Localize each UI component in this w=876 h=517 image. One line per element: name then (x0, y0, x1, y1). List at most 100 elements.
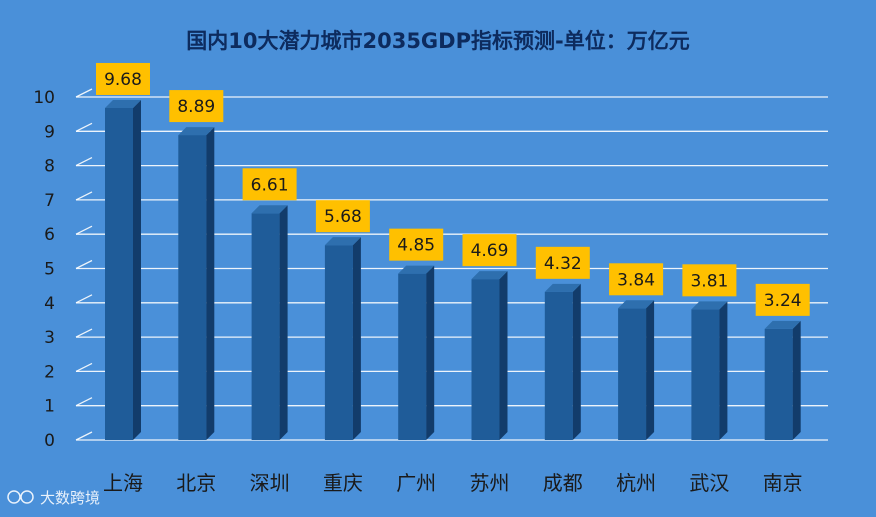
bar-top (691, 301, 728, 310)
gridline-depth (75, 431, 93, 441)
data-label: 9.68 (104, 70, 142, 90)
bar (178, 135, 207, 440)
bar-5 (471, 271, 508, 440)
bar-side (352, 237, 361, 440)
gridline-depth (75, 191, 93, 201)
bar-top (764, 320, 801, 329)
bar (105, 107, 133, 440)
bar-top (178, 127, 215, 136)
data-label: 6.61 (251, 175, 289, 195)
data-label-box (315, 200, 370, 233)
bar (544, 291, 573, 440)
bar-top (251, 205, 288, 214)
watermark: 大数跨境 (7, 489, 100, 507)
gridline-depth (75, 259, 93, 270)
data-label-box (169, 90, 224, 123)
gridline-depth (75, 328, 93, 338)
y-tick-label: 5 (44, 260, 55, 280)
bar-6 (544, 283, 581, 440)
category-label: 南京 (763, 471, 803, 495)
bar-4 (398, 265, 435, 440)
watermark-logo-icon (7, 490, 34, 504)
bar (618, 308, 647, 440)
bar-side (426, 265, 435, 440)
bar-side (792, 320, 801, 440)
category-label: 杭州 (616, 471, 656, 495)
y-tick-label: 4 (44, 294, 55, 314)
bar-top (398, 265, 435, 274)
bar (691, 309, 720, 440)
bar (398, 273, 427, 440)
category-label: 北京 (176, 471, 216, 495)
data-label-box (609, 263, 664, 296)
bar-side (646, 300, 655, 440)
chart-title: 国内10大潜力城市2035GDP指标预测-单位：万亿元 (186, 29, 689, 53)
y-tick-label: 10 (33, 88, 55, 108)
y-tick-label: 8 (44, 157, 55, 177)
bar (324, 245, 353, 440)
data-label-box (755, 283, 810, 316)
y-tick-label: 9 (44, 122, 55, 142)
data-label-box (682, 264, 737, 297)
y-tick-label: 3 (44, 328, 55, 348)
data-label-box (535, 246, 590, 279)
data-label: 4.85 (397, 236, 435, 256)
data-label-box (96, 62, 150, 95)
data-label: 5.68 (324, 207, 362, 227)
bar-top (618, 300, 655, 309)
data-label: 3.84 (617, 270, 655, 290)
y-tick-label: 1 (44, 397, 55, 417)
category-label: 成都 (543, 471, 583, 495)
bar (251, 213, 280, 440)
bar-top (105, 99, 141, 108)
bar-side (279, 205, 288, 440)
data-label: 3.81 (690, 271, 728, 291)
y-axis-ticks: 0 1 2 3 4 5 6 7 8 9 10 (33, 88, 55, 451)
gridline-depth (75, 362, 93, 372)
data-labels: 9.68 8.89 6.61 5.68 4.85 4.69 4.32 3.84 3.81 3.24 (96, 62, 810, 316)
bar (764, 328, 793, 440)
data-label: 4.69 (471, 241, 509, 261)
gridline-depth (75, 225, 93, 235)
bar-7 (618, 300, 655, 440)
data-label: 8.89 (177, 97, 215, 117)
bar-side (133, 99, 141, 440)
bars (105, 99, 801, 440)
bar-1 (178, 127, 215, 440)
data-label-box (389, 228, 444, 261)
gridline-depth (75, 122, 93, 132)
category-label: 深圳 (250, 471, 290, 495)
category-label: 苏州 (470, 471, 510, 495)
data-label: 3.24 (764, 291, 802, 311)
bar-top (544, 283, 581, 292)
category-label: 上海 (103, 471, 143, 495)
watermark-text: 大数跨境 (40, 489, 100, 507)
y-tick-label: 0 (44, 431, 55, 451)
bar-top (471, 271, 508, 280)
bar (471, 279, 500, 440)
category-label: 广州 (396, 471, 436, 495)
data-label: 4.32 (544, 254, 582, 274)
x-axis-categories: 上海 北京 深圳 重庆 广州 苏州 成都 杭州 武汉 南京 (103, 471, 803, 495)
bar-8 (691, 301, 728, 440)
bar-2 (251, 205, 288, 440)
gridline-depth (75, 397, 93, 407)
bar-side (719, 301, 728, 440)
gridline-depth (75, 88, 93, 98)
category-label: 武汉 (689, 471, 729, 495)
bar-top (324, 237, 361, 246)
gridline-depth (75, 157, 93, 167)
bar-0 (105, 99, 141, 440)
bar-side (499, 271, 508, 440)
y-tick-label: 2 (44, 362, 55, 382)
y-tick-label: 7 (44, 191, 55, 211)
data-label-box (242, 168, 297, 201)
bar-side (572, 283, 581, 440)
bar-9 (764, 320, 801, 440)
y-tick-label: 6 (44, 225, 55, 245)
data-label-box (462, 234, 517, 267)
gridline-depth (75, 294, 93, 304)
bar-3 (324, 237, 361, 440)
